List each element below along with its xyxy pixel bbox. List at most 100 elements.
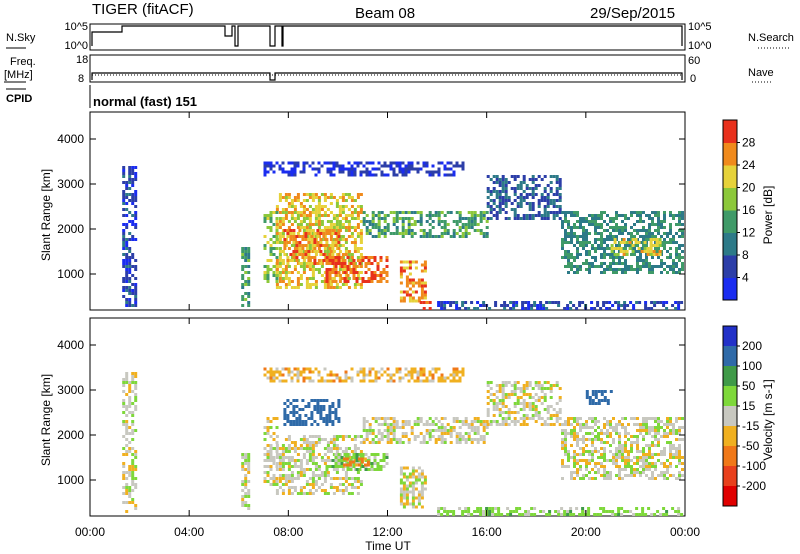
echo-cell <box>404 167 408 171</box>
echo-cell <box>131 292 135 295</box>
echo-cell <box>476 507 480 510</box>
echo-cell <box>263 432 267 435</box>
echo-cell <box>341 268 345 271</box>
echo-cell <box>671 304 675 307</box>
echo-cell <box>414 481 418 485</box>
echo-cell <box>585 465 588 468</box>
echo-cell <box>617 513 621 516</box>
echo-cell <box>380 373 384 377</box>
echo-cell <box>579 426 582 429</box>
echo-cell <box>504 193 508 196</box>
echo-cell <box>464 432 468 435</box>
echo-cell <box>347 223 351 226</box>
echo-cell <box>443 438 447 441</box>
echo-cell <box>326 250 330 253</box>
echo-cell <box>269 420 273 423</box>
cpid-value: normal (fast) 151 <box>93 94 197 109</box>
echo-cell <box>131 256 135 259</box>
echo-cell <box>419 217 423 220</box>
echo-cell <box>131 390 135 393</box>
echo-cell <box>452 229 456 232</box>
echo-cell <box>437 438 441 441</box>
echo-cell <box>128 238 132 241</box>
echo-cell <box>678 447 681 450</box>
echo-cell <box>346 468 350 471</box>
echo-cell <box>513 417 517 420</box>
echo-cell <box>382 459 386 462</box>
echo-cell <box>606 474 609 477</box>
echo-cell <box>537 387 541 390</box>
echo-cell <box>359 170 363 174</box>
echo-cell <box>247 253 251 256</box>
echo-region <box>399 466 427 509</box>
echo-cell <box>344 474 348 477</box>
echo-cell <box>618 477 621 480</box>
echo-cell <box>341 205 345 208</box>
echo-cell <box>131 462 135 465</box>
echo-cell <box>308 214 312 217</box>
echo-cell <box>278 265 282 268</box>
colorbar-swatch <box>723 386 737 407</box>
echo-cell <box>392 423 396 426</box>
echo-cell <box>458 370 462 374</box>
echo-cell <box>621 268 624 271</box>
echo-cell <box>486 402 490 405</box>
echo-cell <box>557 510 561 513</box>
echo-cell <box>627 268 630 271</box>
echo-cell <box>305 229 309 232</box>
echo-cell <box>642 247 645 250</box>
echo-cell <box>287 468 291 471</box>
echo-cell <box>669 211 672 214</box>
echo-cell <box>558 205 562 208</box>
echo-cell <box>678 477 681 480</box>
echo-cell <box>275 456 279 459</box>
echo-cell <box>125 429 129 432</box>
echo-cell <box>590 301 594 304</box>
echo-cell <box>419 379 423 383</box>
echo-cell <box>122 166 126 169</box>
echo-cell <box>407 220 411 223</box>
echo-cell <box>645 262 648 265</box>
echo-cell <box>579 447 582 450</box>
echo-cell <box>558 187 562 190</box>
echo-cell <box>296 199 300 202</box>
echo-cell <box>122 289 126 292</box>
echo-cell <box>645 229 648 232</box>
echo-cell <box>365 170 369 174</box>
echo-cell <box>639 235 642 238</box>
echo-cell <box>431 367 435 371</box>
echo-cell <box>525 387 529 390</box>
echo-cell <box>492 199 496 202</box>
echo-cell <box>650 307 654 310</box>
echo-cell <box>606 399 610 402</box>
echo-cell <box>633 441 636 444</box>
colorbar-tick-label: -50 <box>742 439 760 453</box>
echo-cell <box>681 474 684 477</box>
echo-cell <box>657 265 660 268</box>
echo-cell <box>486 384 490 387</box>
velocity-echoes <box>122 367 684 516</box>
echo-cell <box>131 483 135 486</box>
echo-cell <box>356 250 360 253</box>
echo-cell <box>624 447 627 450</box>
echo-cell <box>659 301 663 304</box>
echo-cell <box>329 220 333 223</box>
echo-cell <box>564 217 567 220</box>
echo-cell <box>404 435 408 438</box>
echo-cell <box>422 161 426 165</box>
echo-cell <box>573 477 576 480</box>
echo-cell <box>663 262 666 265</box>
echo-cell <box>311 444 315 447</box>
echo-cell <box>455 420 459 423</box>
echo-cell <box>546 214 550 217</box>
echo-cell <box>489 420 493 423</box>
echo-cell <box>281 271 285 274</box>
echo-cell <box>328 405 332 408</box>
echo-cell <box>334 268 338 271</box>
echo-cell <box>642 226 645 229</box>
echo-cell <box>428 232 432 235</box>
echo-cell <box>278 193 282 196</box>
echo-cell <box>609 444 612 447</box>
echo-cell <box>609 420 612 423</box>
echo-cell <box>657 214 660 217</box>
